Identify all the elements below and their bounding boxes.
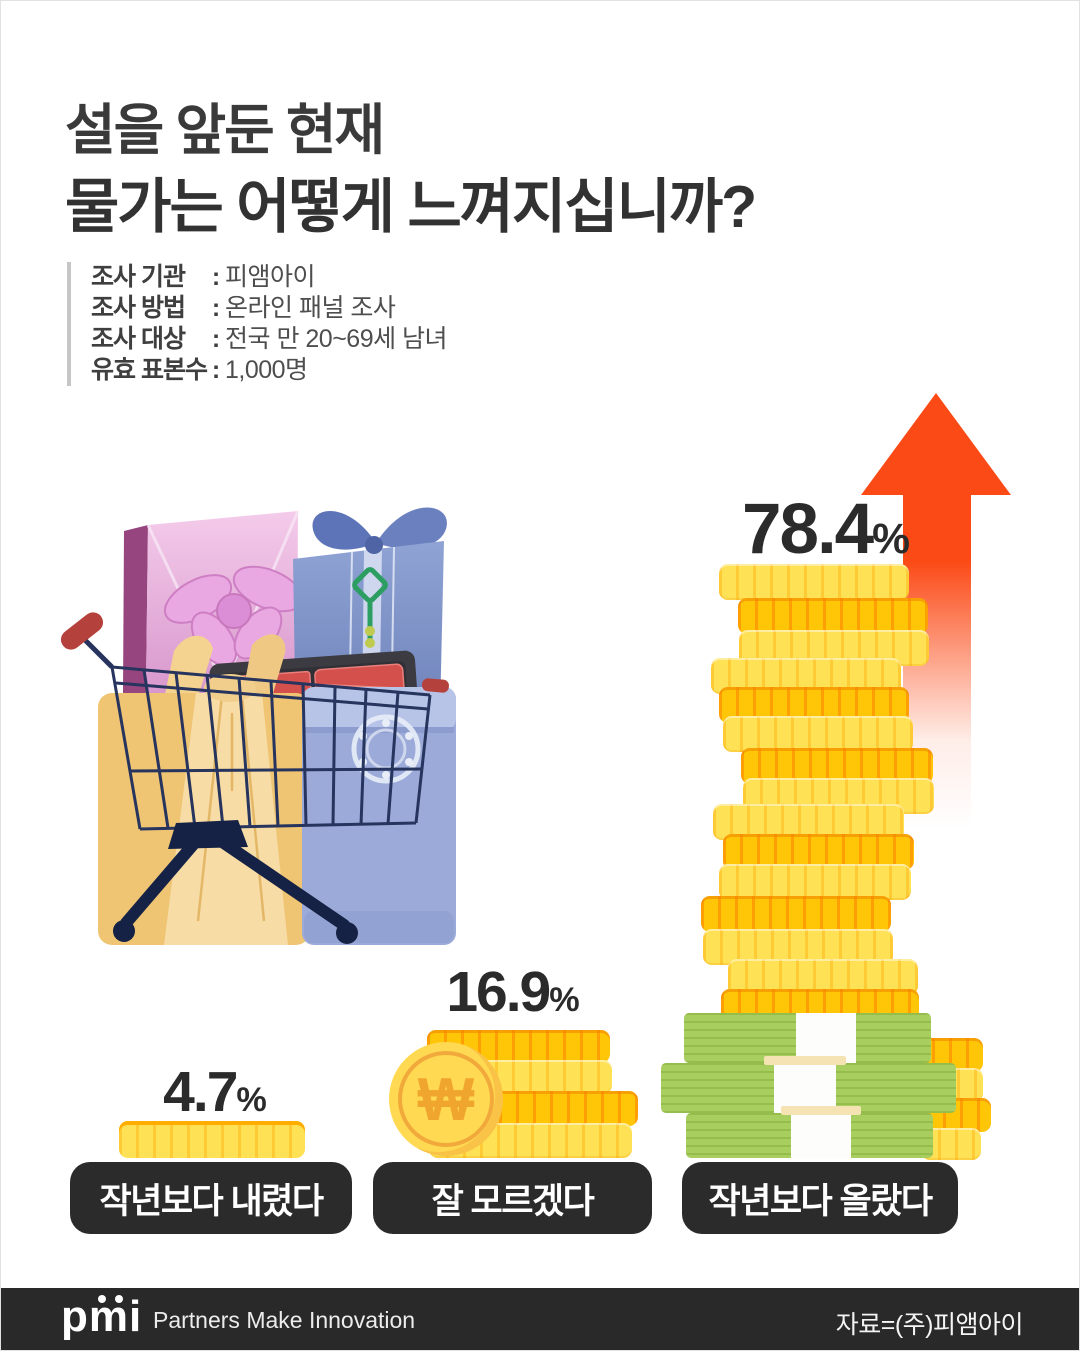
survey-separator: : (211, 263, 221, 291)
coin (719, 864, 911, 900)
survey-value: 피앰아이 (225, 263, 316, 291)
survey-value: 전국 만 20~69세 남녀 (225, 325, 448, 353)
bundle-band (764, 1056, 846, 1113)
page-title-line2: 물가는 어떻게 느껴지십니까? (65, 174, 757, 240)
cart-clip (421, 678, 449, 693)
category-pill-down: 작년보다 내렸다 (70, 1162, 352, 1234)
page-title-line1: 설을 앞둔 현재 (65, 99, 385, 161)
survey-label: 조사 방법 (91, 294, 186, 322)
survey-separator: : (211, 356, 221, 384)
survey-separator: : (211, 294, 221, 322)
survey-label: 조사 기관 (91, 263, 186, 291)
logo-dot-icon (115, 1295, 123, 1303)
bundle-band (796, 1013, 856, 1063)
bundle-band-edge (781, 1106, 861, 1115)
survey-row: 조사 대상: 전국 만 20~69세 남녀 (91, 324, 448, 355)
cart-leg-left (120, 833, 204, 929)
money-bundle (684, 1013, 931, 1063)
value-label-up: 78.4% (691, 489, 961, 570)
survey-separator: : (211, 325, 221, 353)
value-unit: % (872, 515, 911, 563)
value-unit: % (549, 981, 580, 1019)
logo-dot-icon (98, 1295, 106, 1303)
bundle-band (781, 1106, 861, 1158)
logo-tagline: Partners Make Innovation (153, 1307, 416, 1333)
survey-value: 1,000명 (225, 356, 308, 384)
survey-value: 온라인 패널 조사 (225, 294, 396, 322)
survey-row: 조사 방법: 온라인 패널 조사 (91, 293, 447, 324)
cart-handle-grip (60, 612, 104, 650)
survey-label: 유효 표본수 (91, 356, 208, 384)
won-coin-icon: ₩ (389, 1042, 503, 1156)
money-bundle (686, 1106, 933, 1158)
category-pill-up: 작년보다 올랐다 (682, 1162, 958, 1234)
coin (738, 598, 928, 634)
coin (701, 896, 891, 932)
yellow-wrap-package (98, 634, 310, 945)
coin (119, 1121, 305, 1158)
pmi-logo: pmi (61, 1292, 142, 1342)
coin (719, 564, 909, 600)
cart-wheel-right (336, 922, 358, 944)
footer-bar: pmi Partners Make Innovation 자료=(주)피앰아이 (1, 1288, 1079, 1350)
value-label-down: 4.7% (115, 1059, 315, 1125)
value-digits: 78.4 (741, 490, 874, 569)
value-digits: 4.7 (163, 1060, 238, 1124)
survey-label: 조사 대상 (91, 325, 186, 353)
value-label-unknown: 16.9% (413, 959, 613, 1025)
value-digits: 16.9 (446, 960, 551, 1024)
value-unit: % (236, 1081, 267, 1119)
bundle-band-edge (764, 1056, 846, 1065)
coin (723, 716, 913, 752)
cart-leg-right (212, 833, 350, 931)
cart-handle-bar (82, 637, 114, 669)
shopping-cart-illustration (60, 507, 456, 945)
survey-row: 조사 기관: 피앰아이 (91, 262, 447, 293)
survey-row: 유효 표본수:1,000명 (91, 355, 447, 386)
source-credit: 자료=(주)피앰아이 (835, 1311, 1024, 1339)
category-pill-unknown: 잘 모르겠다 (373, 1162, 652, 1234)
cart-wheel-left (113, 920, 135, 942)
money-bundle (661, 1056, 956, 1113)
up-arrow-icon (861, 393, 1011, 953)
survey-info: 조사 기관: 피앰아이 조사 방법: 온라인 패널 조사 조사 대상: 전국 만 20… (67, 262, 448, 386)
